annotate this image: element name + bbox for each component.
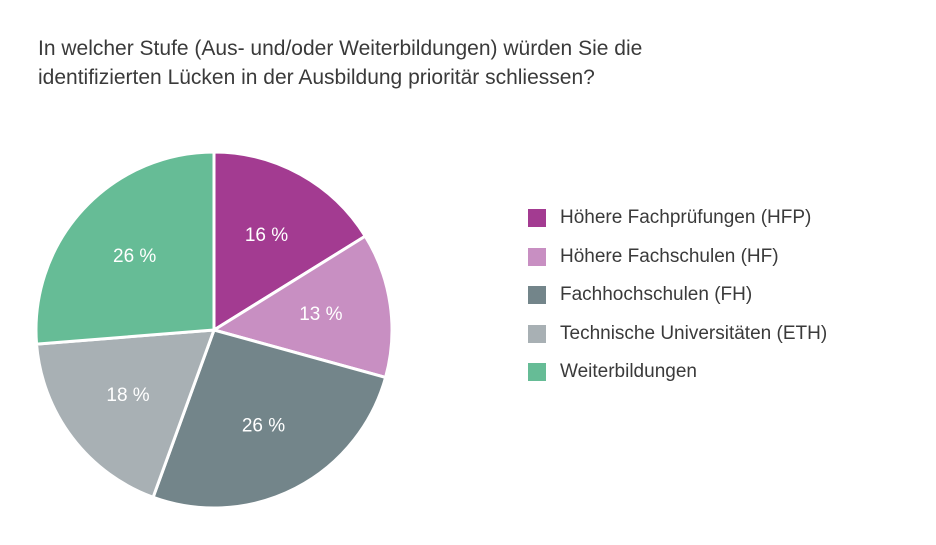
legend-item: Fachhochschulen (FH)	[528, 276, 827, 315]
legend-label: Höhere Fachschulen (HF)	[560, 245, 779, 267]
legend-label: Technische Universitäten (ETH)	[560, 322, 828, 344]
legend-swatch	[528, 324, 546, 343]
pie-slice-label-2: 13 %	[299, 304, 342, 325]
legend-item: Technische Universitäten (ETH)	[528, 315, 827, 354]
pie-slice-label-3: 26 %	[242, 415, 285, 436]
chart-title: In welcher Stufe (Aus- und/oder Weiterbi…	[38, 34, 758, 92]
pie-slice-label-4: 18 %	[106, 385, 149, 406]
chart-title-line-1: In welcher Stufe (Aus- und/oder Weiterbi…	[38, 37, 643, 60]
legend-swatch	[528, 286, 546, 305]
legend-label: Weiterbildungen	[560, 361, 697, 383]
legend-item: Höhere Fachprüfungen (HFP)	[528, 199, 827, 238]
legend-label: Fachhochschulen (FH)	[560, 284, 753, 306]
pie-slice-label-1: 16 %	[245, 225, 288, 246]
pie-slice-1	[212, 150, 367, 332]
pie-slice-labels: 16 % 13 % 26 % 18 % 26 %	[106, 225, 342, 436]
pie-slice-3	[151, 328, 388, 510]
legend-swatch	[528, 209, 546, 228]
pie-slice-label-5: 26 %	[113, 246, 156, 267]
legend: Höhere Fachprüfungen (HFP) Höhere Fachsch…	[528, 199, 827, 392]
pie-slices	[34, 150, 394, 510]
pie-slice-4	[35, 328, 216, 499]
legend-swatch	[528, 363, 546, 382]
chart-title-line-2: identifizierten Lücken in der Ausbildung…	[38, 66, 595, 89]
legend-swatch	[528, 247, 546, 266]
legend-item: Höhere Fachschulen (HF)	[528, 238, 827, 277]
legend-item: Weiterbildungen	[528, 353, 827, 392]
pie-slice-5	[34, 150, 216, 346]
legend-label: Höhere Fachprüfungen (HFP)	[560, 207, 812, 229]
